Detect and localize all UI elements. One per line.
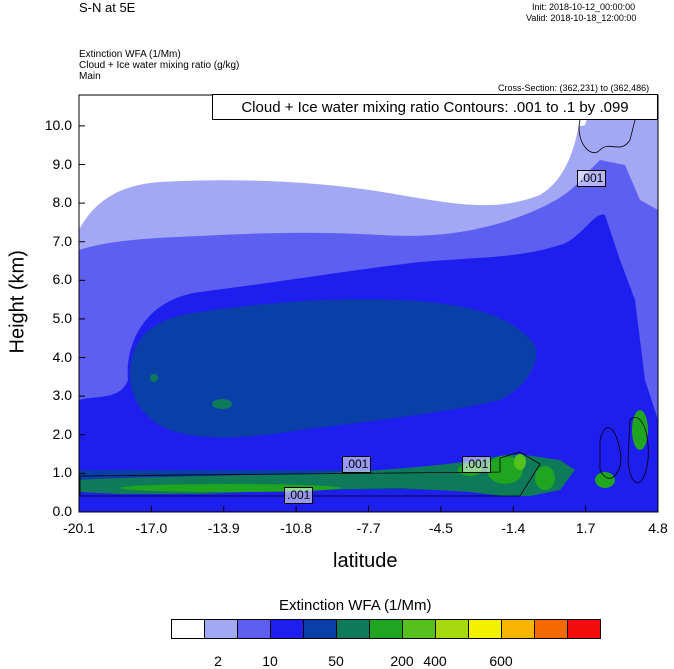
- contour-legend-title: Cloud + Ice water mixing ratio Contours:…: [212, 94, 658, 120]
- plot-title: S-N at 5E: [79, 0, 136, 15]
- x-tick-label: 1.7: [575, 520, 596, 536]
- field-name-extinction: Extinction WFA (1/Mm): [79, 49, 181, 60]
- colorbar-label: 50: [328, 653, 344, 669]
- colorbar-swatch: [270, 619, 304, 639]
- colorbar-label: 10: [262, 653, 278, 669]
- contour-label: .001: [577, 170, 607, 187]
- colorbar-swatch: [534, 619, 568, 639]
- y-axis-title: Height (km): [6, 250, 29, 354]
- colorbar-swatch: [468, 619, 502, 639]
- y-tick-label: 4.0: [52, 348, 72, 365]
- y-axis: [79, 125, 85, 513]
- y-tick-label: 2.0: [52, 425, 72, 442]
- colorbar-swatch: [303, 619, 337, 639]
- x-tick-label: -1.4: [501, 520, 526, 536]
- colorbar-label: 600: [489, 653, 513, 669]
- colorbar-label: 2: [214, 653, 222, 669]
- colorbar-swatch: [501, 619, 535, 639]
- field-name-cloud-ice: Cloud + Ice water mixing ratio (g/kg): [79, 60, 240, 71]
- colorbar-swatch: [369, 619, 403, 639]
- colorbar-label: 200: [390, 653, 414, 669]
- colorbar-label: 400: [423, 653, 447, 669]
- init-time: Init: 2018-10-12_00:00:00: [532, 2, 636, 12]
- x-tick-label: -20.1: [63, 520, 95, 536]
- field-name-main: Main: [79, 71, 101, 82]
- y-tick-label: 9.0: [52, 155, 72, 172]
- x-tick-label: -4.5: [428, 520, 453, 536]
- x-tick-label: 4.8: [648, 520, 668, 536]
- x-tick-label: -13.9: [207, 520, 240, 536]
- x-axis-title: latitude: [333, 550, 398, 572]
- x-tick-label: -17.0: [135, 520, 168, 536]
- x-axis: [78, 506, 659, 512]
- colorbar-swatch: [435, 619, 469, 639]
- colorbar-swatch: [171, 619, 205, 639]
- y-tick-label: 0.0: [52, 503, 72, 519]
- cross-section-label: Cross-Section: (362,231) to (362,486): [498, 83, 650, 93]
- colorbar-swatch: [402, 619, 436, 639]
- y-tick-label: 3.0: [52, 387, 72, 404]
- y-tick-label: 8.0: [52, 194, 72, 211]
- y-tick-label: 1.0: [52, 464, 72, 481]
- y-tick-label: 7.0: [52, 232, 72, 249]
- contour-label: .001: [284, 487, 314, 504]
- colorbar-title: Extinction WFA (1/Mm): [279, 597, 432, 614]
- valid-time: Valid: 2018-10-18_12:00:00: [526, 13, 637, 23]
- x-tick-label: -7.7: [356, 520, 381, 536]
- contour-label: .001: [342, 456, 372, 473]
- colorbar-swatch: [204, 619, 238, 639]
- colorbar-swatch: [237, 619, 271, 639]
- extinction-field: [79, 95, 658, 512]
- colorbar-swatch: [567, 619, 601, 639]
- y-tick-label: 6.0: [52, 271, 72, 288]
- colorbar-swatch: [336, 619, 370, 639]
- x-tick-label: -10.8: [280, 520, 313, 536]
- y-tick-label: 10.0: [44, 116, 72, 133]
- contour-label: .001: [462, 456, 492, 473]
- y-tick-label: 5.0: [52, 309, 72, 326]
